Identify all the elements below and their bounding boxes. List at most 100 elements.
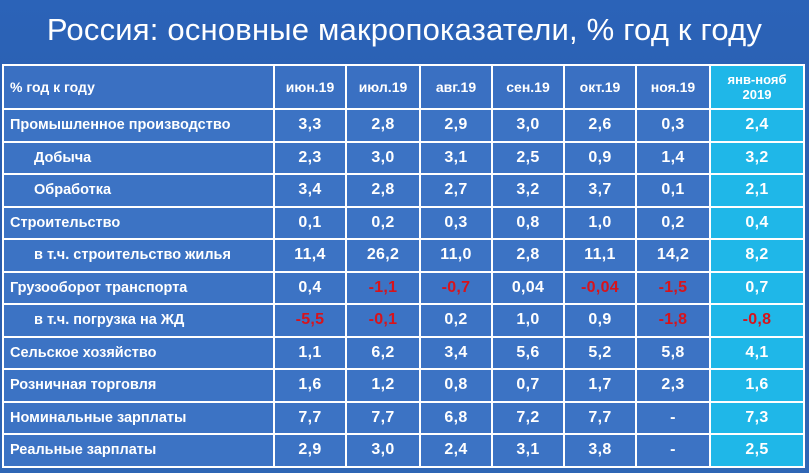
value-cell: 1,2 — [347, 370, 421, 403]
row-label: Розничная торговля — [2, 370, 275, 403]
value-cell: 2,3 — [637, 370, 711, 403]
value-cell: 11,0 — [421, 240, 493, 273]
value-cell: 0,2 — [637, 207, 711, 240]
table-row: Строительство 0,1 0,2 0,3 0,8 1,0 0,2 0,4 — [2, 207, 805, 240]
value-cell: 3,4 — [275, 175, 347, 208]
value-cell: 2,5 — [493, 142, 565, 175]
row-label: Обработка — [2, 175, 275, 208]
value-cell: 7,2 — [493, 402, 565, 435]
row-label: в т.ч. погрузка на ЖД — [2, 305, 275, 338]
value-cell: - — [637, 435, 711, 468]
total-cell: 8,2 — [711, 240, 805, 273]
value-cell: 6,8 — [421, 402, 493, 435]
value-cell: 0,2 — [421, 305, 493, 338]
table-row: Реальные зарплаты 2,9 3,0 2,4 3,1 3,8-2,5 — [2, 435, 805, 468]
value-cell: 5,8 — [637, 337, 711, 370]
value-cell: 6,2 — [347, 337, 421, 370]
header-total-line1: янв-нояб — [727, 72, 787, 87]
value-cell: 1,0 — [565, 207, 637, 240]
value-cell: -0,04 — [565, 272, 637, 305]
header-month: сен.19 — [493, 64, 565, 110]
table-row: Сельское хозяйство 1,1 6,2 3,4 5,6 5,2 5,8 4,1 — [2, 337, 805, 370]
value-cell: 7,7 — [347, 402, 421, 435]
value-cell: - — [637, 402, 711, 435]
value-cell: 0,4 — [275, 272, 347, 305]
value-cell: 2,9 — [421, 110, 493, 143]
value-cell: 1,4 — [637, 142, 711, 175]
value-cell: -1,5 — [637, 272, 711, 305]
table-row: Грузооборот транспорта 0,4 -1,1 -0,7 0,04 -0,… — [2, 272, 805, 305]
total-cell: 2,5 — [711, 435, 805, 468]
table-row: Номинальные зарплаты 7,7 7,7 6,8 7,2 7,7-7,3 — [2, 402, 805, 435]
total-cell: -0,8 — [711, 305, 805, 338]
header-total-line2: 2019 — [742, 87, 772, 102]
total-cell: 4,1 — [711, 337, 805, 370]
value-cell: 3,0 — [493, 110, 565, 143]
macro-indicators-table: % год к году июн.19 июл.19 авг.19 сен.19… — [2, 64, 805, 468]
value-cell: 3,7 — [565, 175, 637, 208]
row-label: Грузооборот транспорта — [2, 272, 275, 305]
row-label: Добыча — [2, 142, 275, 175]
total-cell: 2,4 — [711, 110, 805, 143]
value-cell: 1,1 — [275, 337, 347, 370]
value-cell: 3,1 — [493, 435, 565, 468]
header-month: авг.19 — [421, 64, 493, 110]
value-cell: 1,0 — [493, 305, 565, 338]
table-header-row: % год к году июн.19 июл.19 авг.19 сен.19… — [2, 64, 805, 110]
value-cell: 3,0 — [347, 142, 421, 175]
value-cell: -1,8 — [637, 305, 711, 338]
value-cell: 0,1 — [275, 207, 347, 240]
total-cell: 7,3 — [711, 402, 805, 435]
value-cell: 0,1 — [637, 175, 711, 208]
table-row: Обработка 3,4 2,8 2,7 3,2 3,7 0,1 2,1 — [2, 175, 805, 208]
header-month: июн.19 — [275, 64, 347, 110]
value-cell: 0,9 — [565, 142, 637, 175]
value-cell: 0,9 — [565, 305, 637, 338]
value-cell: 2,7 — [421, 175, 493, 208]
value-cell: 1,7 — [565, 370, 637, 403]
value-cell: -5,5 — [275, 305, 347, 338]
value-cell: -0,7 — [421, 272, 493, 305]
table-row: Добыча 2,3 3,0 3,1 2,5 0,9 1,4 3,2 — [2, 142, 805, 175]
value-cell: 7,7 — [275, 402, 347, 435]
header-month: ноя.19 — [637, 64, 711, 110]
value-cell: 0,7 — [493, 370, 565, 403]
total-cell: 2,1 — [711, 175, 805, 208]
row-label: Реальные зарплаты — [2, 435, 275, 468]
value-cell: 0,04 — [493, 272, 565, 305]
header-month: июл.19 — [347, 64, 421, 110]
value-cell: 3,1 — [421, 142, 493, 175]
value-cell: 2,4 — [421, 435, 493, 468]
value-cell: 5,2 — [565, 337, 637, 370]
value-cell: -1,1 — [347, 272, 421, 305]
value-cell: 0,3 — [421, 207, 493, 240]
table-row: в т.ч. строительство жилья 11,4 26,2 11,0 2,… — [2, 240, 805, 273]
value-cell: 1,6 — [275, 370, 347, 403]
row-label: в т.ч. строительство жилья — [2, 240, 275, 273]
header-month: окт.19 — [565, 64, 637, 110]
value-cell: 0,3 — [637, 110, 711, 143]
table-row: в т.ч. погрузка на ЖД -5,5 -0,1 0,2 1,0 0,9 -1… — [2, 305, 805, 338]
slide-title: Россия: основные макропоказатели, % год … — [46, 12, 763, 47]
total-cell: 1,6 — [711, 370, 805, 403]
total-cell: 0,7 — [711, 272, 805, 305]
value-cell: 3,0 — [347, 435, 421, 468]
value-cell: 0,8 — [493, 207, 565, 240]
value-cell: 11,1 — [565, 240, 637, 273]
header-total: янв-нояб 2019 — [711, 64, 805, 110]
value-cell: 7,7 — [565, 402, 637, 435]
value-cell: 2,3 — [275, 142, 347, 175]
value-cell: 26,2 — [347, 240, 421, 273]
value-cell: 5,6 — [493, 337, 565, 370]
value-cell: 3,3 — [275, 110, 347, 143]
value-cell: 2,8 — [493, 240, 565, 273]
value-cell: 3,4 — [421, 337, 493, 370]
value-cell: 3,8 — [565, 435, 637, 468]
value-cell: 14,2 — [637, 240, 711, 273]
table-row: Розничная торговля 1,6 1,2 0,8 0,7 1,7 2,3 1,6 — [2, 370, 805, 403]
header-label: % год к году — [2, 64, 275, 110]
table-row: Промышленное производство 3,3 2,8 2,9 3,0 2,6… — [2, 110, 805, 143]
value-cell: 2,9 — [275, 435, 347, 468]
value-cell: 0,2 — [347, 207, 421, 240]
